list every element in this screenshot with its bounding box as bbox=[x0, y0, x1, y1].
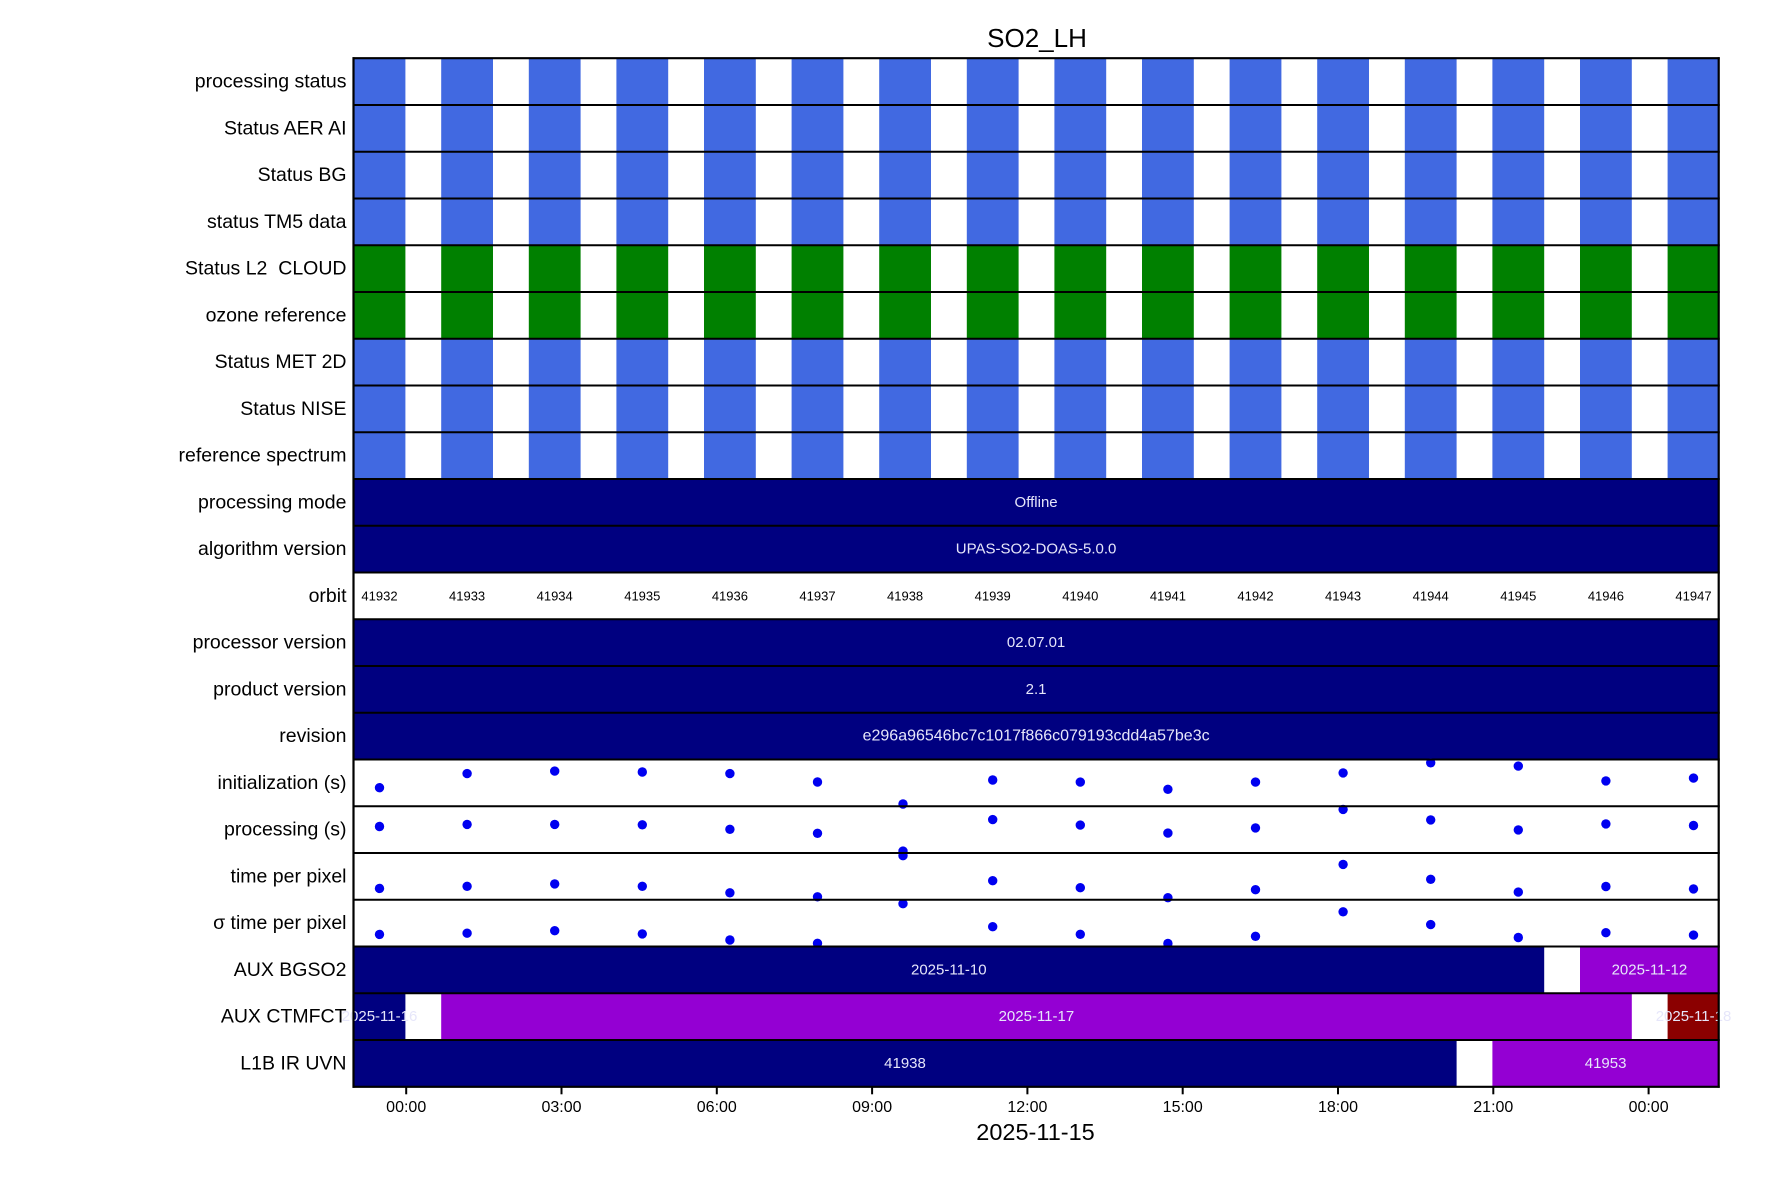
svg-text:product version: product version bbox=[213, 678, 346, 700]
svg-text:15:00: 15:00 bbox=[1163, 1099, 1203, 1116]
svg-text:Status MET 2D: Status MET 2D bbox=[215, 351, 347, 373]
svg-text:σ time per pixel: σ time per pixel bbox=[213, 912, 346, 934]
svg-text:41938: 41938 bbox=[884, 1055, 926, 1072]
svg-text:revision: revision bbox=[279, 725, 346, 747]
svg-text:AUX BGSO2: AUX BGSO2 bbox=[234, 959, 347, 981]
svg-text:Status L2 CLOUD: Status L2 CLOUD bbox=[185, 258, 346, 280]
svg-text:Status NISE: Status NISE bbox=[240, 398, 346, 420]
svg-text:41944: 41944 bbox=[1413, 588, 1449, 603]
svg-text:orbit: orbit bbox=[309, 585, 348, 607]
svg-text:41945: 41945 bbox=[1500, 588, 1536, 603]
svg-text:41941: 41941 bbox=[1150, 588, 1186, 603]
svg-text:2025-11-15: 2025-11-15 bbox=[976, 1119, 1094, 1145]
svg-text:reference spectrum: reference spectrum bbox=[179, 445, 347, 467]
svg-text:41938: 41938 bbox=[887, 588, 923, 603]
svg-text:2.1: 2.1 bbox=[1026, 681, 1047, 698]
svg-text:2025-11-16: 2025-11-16 bbox=[342, 1008, 418, 1025]
svg-text:e296a96546bc7c1017f866c079193c: e296a96546bc7c1017f866c079193cdd4a57be3c bbox=[863, 728, 1210, 745]
svg-text:41939: 41939 bbox=[975, 588, 1011, 603]
svg-text:status TM5 data: status TM5 data bbox=[207, 211, 347, 233]
svg-text:12:00: 12:00 bbox=[1007, 1099, 1047, 1116]
svg-text:Offline: Offline bbox=[1015, 494, 1058, 511]
svg-text:2025-11-12: 2025-11-12 bbox=[1612, 961, 1688, 978]
svg-text:00:00: 00:00 bbox=[386, 1099, 426, 1116]
svg-text:processing (s): processing (s) bbox=[224, 819, 346, 841]
svg-text:initialization (s): initialization (s) bbox=[218, 772, 347, 794]
svg-text:algorithm version: algorithm version bbox=[198, 538, 346, 560]
svg-text:41942: 41942 bbox=[1237, 588, 1273, 603]
svg-text:21:00: 21:00 bbox=[1473, 1099, 1513, 1116]
svg-text:41932: 41932 bbox=[361, 588, 397, 603]
svg-text:02.07.01: 02.07.01 bbox=[1007, 634, 1065, 651]
svg-text:2025-11-17: 2025-11-17 bbox=[999, 1008, 1075, 1025]
svg-text:41936: 41936 bbox=[712, 588, 748, 603]
svg-text:41940: 41940 bbox=[1062, 588, 1098, 603]
svg-text:Status AER AI: Status AER AI bbox=[224, 117, 346, 139]
svg-text:processor version: processor version bbox=[193, 632, 347, 654]
svg-text:41953: 41953 bbox=[1585, 1055, 1627, 1072]
svg-text:AUX CTMFCT: AUX CTMFCT bbox=[221, 1006, 347, 1028]
svg-text:03:00: 03:00 bbox=[541, 1099, 581, 1116]
svg-text:2025-11-18: 2025-11-18 bbox=[1656, 1008, 1732, 1025]
svg-text:L1B IR UVN: L1B IR UVN bbox=[240, 1052, 346, 1074]
svg-text:2025-11-10: 2025-11-10 bbox=[911, 961, 987, 978]
svg-text:41935: 41935 bbox=[624, 588, 660, 603]
svg-text:18:00: 18:00 bbox=[1318, 1099, 1358, 1116]
svg-text:Status BG: Status BG bbox=[258, 164, 347, 186]
svg-text:processing mode: processing mode bbox=[198, 491, 347, 513]
svg-text:41933: 41933 bbox=[449, 588, 485, 603]
svg-text:41934: 41934 bbox=[537, 588, 573, 603]
svg-text:00:00: 00:00 bbox=[1629, 1099, 1669, 1116]
svg-text:09:00: 09:00 bbox=[852, 1099, 892, 1116]
svg-text:41937: 41937 bbox=[799, 588, 835, 603]
svg-text:UPAS-SO2-DOAS-5.0.0: UPAS-SO2-DOAS-5.0.0 bbox=[956, 541, 1117, 558]
svg-text:41947: 41947 bbox=[1675, 588, 1711, 603]
svg-text:processing status: processing status bbox=[195, 71, 347, 93]
svg-text:SO2_LH: SO2_LH bbox=[987, 23, 1087, 53]
svg-text:ozone reference: ozone reference bbox=[206, 304, 347, 326]
svg-text:time per pixel: time per pixel bbox=[231, 865, 347, 887]
svg-text:41943: 41943 bbox=[1325, 588, 1361, 603]
svg-text:41946: 41946 bbox=[1588, 588, 1624, 603]
svg-text:06:00: 06:00 bbox=[697, 1099, 737, 1116]
